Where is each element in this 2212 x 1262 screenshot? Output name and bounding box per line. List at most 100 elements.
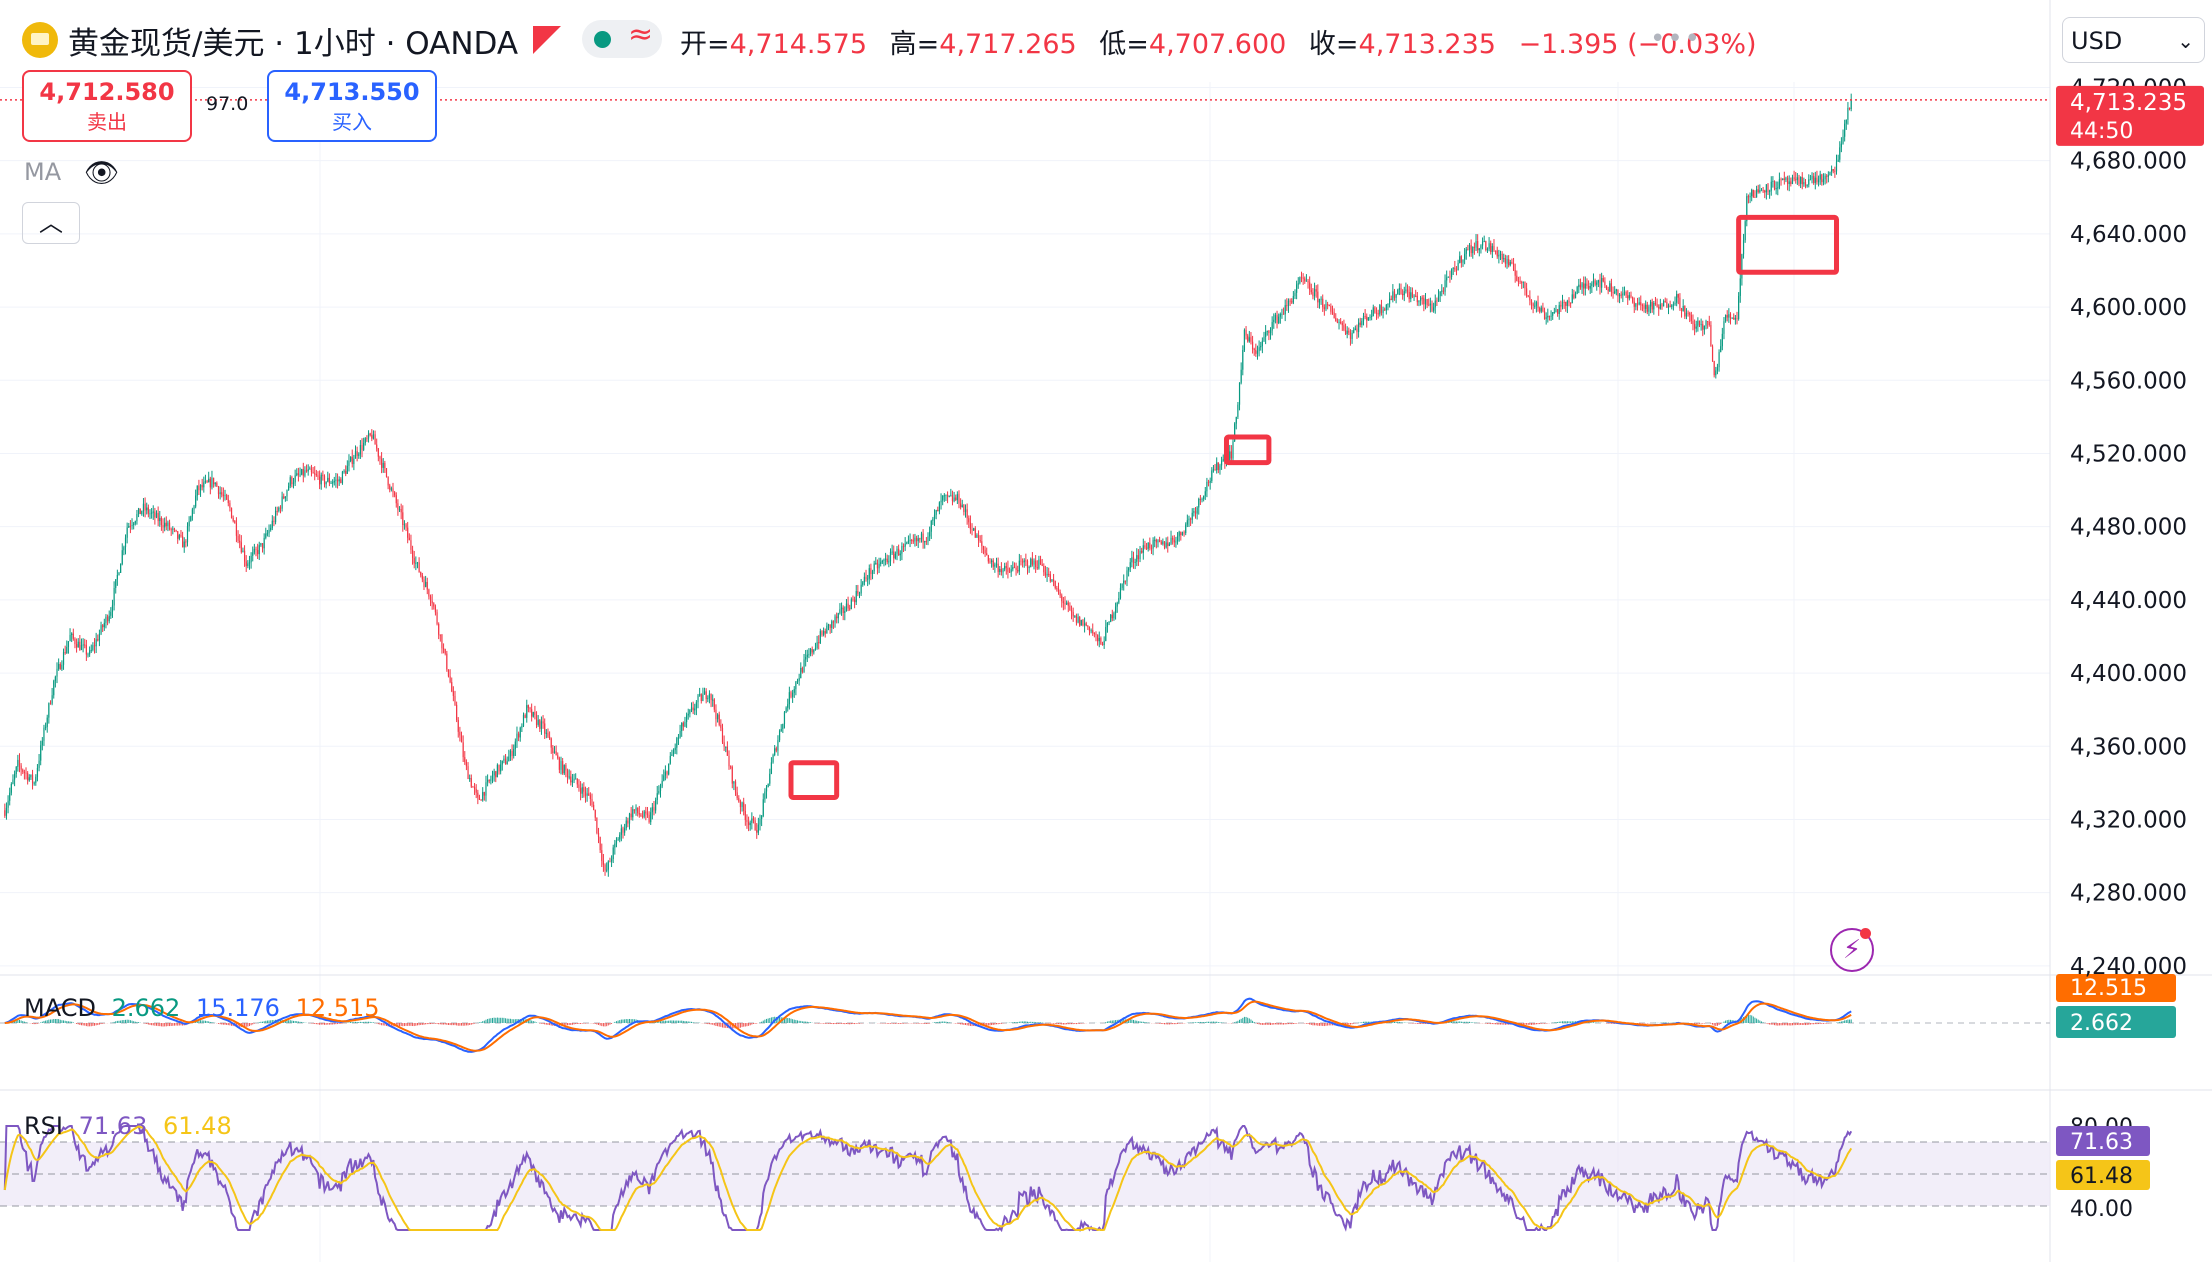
candle-body (1695, 326, 1697, 329)
candle-body (211, 477, 213, 488)
candle-body (353, 458, 355, 465)
candle-body (1431, 303, 1433, 311)
price-tick-label: 4,680.000 (2070, 149, 2187, 175)
candle-body (832, 621, 834, 623)
candle-body (1216, 462, 1218, 471)
candle-body (103, 622, 105, 628)
candle-body (221, 492, 223, 495)
candle-body (1162, 541, 1164, 545)
candle-body (376, 444, 378, 449)
candle-body (686, 715, 688, 723)
candle-body (1346, 330, 1348, 335)
candle-body (1351, 332, 1353, 339)
lightning-icon[interactable]: ⚡ (1830, 928, 1874, 972)
candle-body (1361, 320, 1363, 326)
candle-body (617, 839, 619, 841)
candle-body (1317, 291, 1319, 303)
candle-body (147, 507, 149, 514)
candle-body (1571, 294, 1573, 304)
macd-pane: 12.515 2.662 (0, 974, 2176, 1053)
candle-body (397, 503, 399, 510)
candle-body (901, 546, 903, 554)
candle-body (1666, 302, 1668, 308)
candle-body (1716, 367, 1719, 371)
candle-body (565, 765, 567, 771)
candle-body (981, 541, 983, 547)
candle-body (1126, 570, 1128, 582)
sell-button[interactable]: 4,712.580 卖出 (22, 70, 192, 142)
candle-body (1230, 451, 1232, 459)
candle-body (1157, 540, 1159, 543)
candle-body (632, 809, 634, 818)
candle-body (1630, 295, 1632, 298)
candle-body (596, 817, 598, 833)
candle-body (640, 814, 642, 817)
candle-body (1697, 320, 1699, 327)
candle-body (133, 523, 135, 525)
candle-body (659, 786, 662, 791)
candle-body (72, 633, 74, 639)
eye-hidden-icon[interactable]: 👁 (84, 156, 120, 189)
candle-body (1149, 542, 1151, 549)
macd-legend[interactable]: MACD 2.662 15.176 12.515 (24, 994, 380, 1022)
candle-body (1831, 169, 1833, 172)
candle-body (566, 770, 569, 778)
candle-body (366, 438, 368, 440)
candle-body (927, 536, 929, 542)
symbol-title[interactable]: 黄金现货/美元 · 1小时 · OANDA (68, 26, 519, 62)
candle-body (690, 707, 693, 711)
candle-body (650, 812, 652, 823)
currency-select[interactable]: USD ⌄ (2062, 17, 2205, 63)
collapse-legend-button[interactable]: ︿ (22, 202, 80, 244)
candle-body (374, 434, 376, 445)
candle-body (1025, 560, 1027, 562)
candle-body (1402, 293, 1404, 296)
candle-body (1844, 123, 1846, 137)
candle-body (625, 820, 627, 829)
candle-body (1760, 190, 1763, 192)
candle-body (1041, 564, 1043, 567)
candle-body (1185, 524, 1187, 534)
more-dots-icon[interactable]: ••• (1650, 24, 1703, 54)
candle-body (488, 779, 490, 781)
candle-body (12, 779, 14, 784)
rsi-legend[interactable]: RSI 71.63 61.48 (24, 1112, 232, 1140)
flag-icon[interactable] (533, 26, 561, 54)
candle-body (1736, 318, 1738, 320)
buy-button[interactable]: 4,713.550 买入 (267, 70, 437, 142)
candle-body (597, 832, 600, 838)
candle-body (1501, 253, 1503, 260)
candle-body (1444, 280, 1446, 292)
candle-body (483, 792, 485, 796)
candle-body (1206, 481, 1208, 492)
candle-body (89, 650, 91, 655)
candle-body (1088, 626, 1091, 632)
candle-body (1217, 462, 1219, 470)
candle-body (1116, 602, 1118, 607)
ma-indicator-label[interactable]: MA (24, 158, 62, 186)
candle-body (992, 560, 994, 567)
high-value: 4,717.265 (939, 29, 1077, 60)
candle-body (1296, 284, 1298, 293)
candle-body (1331, 311, 1334, 313)
candle-body (1524, 281, 1526, 289)
candle-body (1677, 294, 1679, 298)
candle-body (1703, 325, 1705, 330)
candle-body (1028, 567, 1030, 569)
candle-body (1790, 181, 1792, 185)
candle-body (118, 572, 120, 575)
candle-body (405, 524, 407, 528)
candle-body (350, 456, 352, 461)
candle-body (164, 522, 166, 528)
candle-body (1684, 305, 1686, 317)
candle-body (1128, 568, 1130, 571)
candle-body (953, 497, 955, 502)
candle-body (1410, 292, 1412, 300)
candle-body (1835, 161, 1838, 172)
candle-body (664, 771, 666, 776)
candle-body (398, 509, 401, 511)
candle-body (586, 793, 588, 796)
price-tick-label: 4,320.000 (2070, 807, 2187, 833)
candle-body (738, 798, 740, 802)
